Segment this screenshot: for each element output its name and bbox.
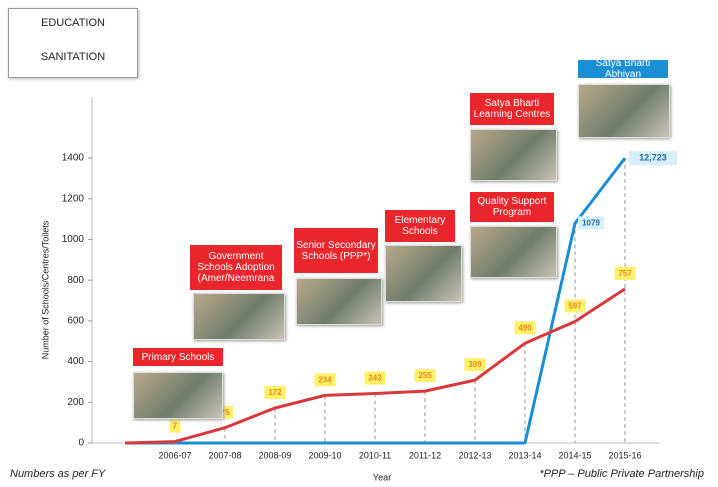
photo: [578, 84, 670, 138]
value-label-bg: [564, 299, 586, 313]
y-tick-label: 600: [67, 316, 84, 327]
y-tick-label: 0: [78, 438, 84, 449]
x-tick-label: 2006-07: [158, 450, 191, 460]
series-line: [125, 157, 627, 445]
x-tick-label: 2007-08: [208, 450, 241, 460]
y-tick-label: 1000: [62, 234, 85, 245]
value-label-bg: [314, 373, 336, 387]
value-label-bg: [514, 321, 536, 335]
value-label: 7: [173, 422, 178, 431]
legend-label: EDUCATION: [41, 17, 105, 29]
note: *PPP – Public Private Partnership: [539, 468, 704, 480]
value-label-bg: [364, 371, 386, 385]
value-label: 75: [221, 408, 230, 417]
y-tick-label: 1400: [62, 153, 85, 164]
callout-caption: Quality Support Program: [470, 192, 554, 222]
value-label-bg: [578, 216, 604, 230]
y-tick-label: 800: [67, 275, 84, 286]
callout-caption: Primary Schools: [133, 348, 223, 366]
value-label: 490: [518, 323, 532, 332]
legend: EDUCATION SANITATION: [8, 8, 138, 78]
x-tick-label: 2013-14: [508, 450, 541, 460]
photo: [470, 129, 557, 181]
value-label-bg: [169, 419, 181, 433]
x-tick-label: 2015-16: [608, 450, 641, 460]
photo: [385, 245, 462, 302]
value-label: 255: [418, 371, 432, 380]
x-axis-label: Year: [373, 472, 391, 482]
value-label-bg: [464, 358, 486, 372]
photo: [470, 226, 557, 278]
photo: [296, 278, 382, 325]
value-label-bg: [414, 369, 436, 383]
value-label: 309: [468, 360, 482, 369]
callout-caption: Senior Secondary Schools (PPP*): [294, 228, 378, 273]
value-label-bg: [264, 385, 286, 399]
value-label: 757: [618, 269, 632, 278]
value-label: 1079: [582, 219, 600, 228]
series-line: [124, 287, 626, 445]
photo: [133, 372, 223, 419]
value-label: 234: [318, 375, 332, 384]
y-tick-label: 400: [67, 356, 84, 367]
x-tick-label: 2009-10: [308, 450, 341, 460]
x-tick-label: 2012-13: [458, 450, 491, 460]
annotation-bg: [629, 151, 677, 166]
value-label: 243: [368, 374, 382, 383]
callout-caption: Satya Bharti Learning Centres: [470, 93, 554, 125]
y-tick-label: 1200: [62, 193, 85, 204]
value-label-bg: [614, 266, 636, 280]
x-tick-label: 2014-15: [558, 450, 591, 460]
x-tick-label: 2011-12: [409, 450, 441, 460]
x-tick-label: 2008-09: [258, 450, 291, 460]
photo: [193, 293, 285, 340]
y-axis-label: Number of Schools/Centres/Toilets: [40, 220, 50, 359]
annotation: 12,723: [639, 152, 667, 162]
y-tick-label: 200: [67, 397, 84, 408]
callout-caption: Government Schools Adoption (Amer/Neemra…: [190, 245, 282, 290]
callout-caption: Elementary Schools: [385, 210, 455, 242]
value-label: 597: [568, 302, 582, 311]
value-label: 172: [268, 388, 282, 397]
legend-label: SANITATION: [40, 51, 106, 63]
x-tick-label: 2010-11: [359, 450, 391, 460]
note: Numbers as per FY: [10, 468, 106, 480]
callout-caption: Satya Bharti Abhiyan: [578, 58, 668, 80]
